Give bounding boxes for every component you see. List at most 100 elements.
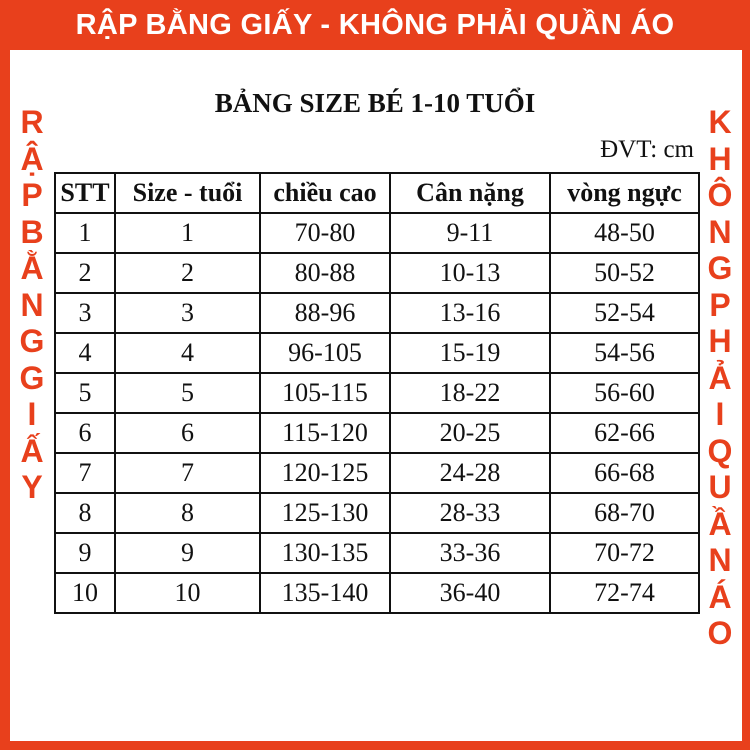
table-cell: 56-60 bbox=[549, 372, 700, 414]
table-cell: 8 bbox=[54, 492, 116, 534]
watermark-letter: Ằ bbox=[20, 250, 44, 286]
table-cell: 96-105 bbox=[259, 332, 391, 374]
watermark-letter: U bbox=[708, 469, 732, 505]
table-row: 10 10 135-140 36-40 72-74 bbox=[54, 572, 700, 614]
banner: RẬP BẰNG GIẤY - KHÔNG PHẢI QUẦN ÁO bbox=[0, 0, 750, 50]
table-cell: 33-36 bbox=[389, 532, 551, 574]
border-right bbox=[742, 0, 750, 750]
watermark-letter: Q bbox=[707, 432, 733, 469]
table-cell: 9-11 bbox=[389, 212, 551, 254]
table-cell: 52-54 bbox=[549, 292, 700, 334]
table-cell: 88-96 bbox=[259, 292, 391, 334]
table-cell: 28-33 bbox=[389, 492, 551, 534]
table-cell: 50-52 bbox=[549, 252, 700, 294]
table-cell: 9 bbox=[54, 532, 116, 574]
watermark-letter: N bbox=[20, 286, 44, 323]
table-cell: 70-72 bbox=[549, 532, 700, 574]
table-cell: 36-40 bbox=[389, 572, 551, 614]
watermark-letter: Á bbox=[708, 578, 732, 615]
table-cell: 5 bbox=[114, 372, 261, 414]
watermark-letter: Y bbox=[21, 469, 43, 505]
watermark-letter: N bbox=[708, 542, 732, 578]
table-cell: 10 bbox=[54, 572, 116, 614]
watermark-letter: O bbox=[707, 615, 733, 651]
column-header: STT bbox=[54, 172, 116, 214]
watermark-letter: Ậ bbox=[20, 140, 44, 177]
table-cell: 66-68 bbox=[549, 452, 700, 494]
watermark-letter: Ả bbox=[708, 359, 732, 396]
table-row: 8 8 125-130 28-33 68-70 bbox=[54, 492, 700, 534]
table-cell: 1 bbox=[114, 212, 261, 254]
watermark-letter: Ầ bbox=[708, 505, 732, 542]
watermark-letter: Ấ bbox=[20, 432, 44, 469]
table-cell: 10 bbox=[114, 572, 261, 614]
table-row: 4 4 96-105 15-19 54-56 bbox=[54, 332, 700, 374]
table-row: 7 7 120-125 24-28 66-68 bbox=[54, 452, 700, 494]
column-header: Size - tuổi bbox=[114, 172, 261, 214]
watermark-letter: Ô bbox=[707, 177, 733, 213]
table-cell: 6 bbox=[114, 412, 261, 454]
table-cell: 105-115 bbox=[259, 372, 391, 414]
table-cell: 1 bbox=[54, 212, 116, 254]
table-cell: 4 bbox=[114, 332, 261, 374]
table-row: 6 6 115-120 20-25 62-66 bbox=[54, 412, 700, 454]
table-cell: 5 bbox=[54, 372, 116, 414]
table-cell: 18-22 bbox=[389, 372, 551, 414]
table-cell: 115-120 bbox=[259, 412, 391, 454]
watermark-letter: N bbox=[708, 213, 732, 250]
table-cell: 3 bbox=[54, 292, 116, 334]
watermark-letter: G bbox=[19, 323, 45, 359]
table-row: 9 9 130-135 33-36 70-72 bbox=[54, 532, 700, 574]
watermark-letter: H bbox=[708, 323, 732, 359]
table-cell: 20-25 bbox=[389, 412, 551, 454]
table-cell: 68-70 bbox=[549, 492, 700, 534]
table-cell: 62-66 bbox=[549, 412, 700, 454]
page-title: BẢNG SIZE BÉ 1-10 TUỔI bbox=[214, 88, 536, 118]
table-cell: 72-74 bbox=[549, 572, 700, 614]
column-header: chiều cao bbox=[259, 172, 391, 214]
table-row: 3 3 88-96 13-16 52-54 bbox=[54, 292, 700, 334]
table-cell: 4 bbox=[54, 332, 116, 374]
table-cell: 7 bbox=[54, 452, 116, 494]
table-cell: 15-19 bbox=[389, 332, 551, 374]
table-cell: 6 bbox=[54, 412, 116, 454]
watermark-letter: I bbox=[27, 396, 37, 432]
table-row: 5 5 105-115 18-22 56-60 bbox=[54, 372, 700, 414]
table-cell: 24-28 bbox=[389, 452, 551, 494]
table-row: 2 2 80-88 10-13 50-52 bbox=[54, 252, 700, 294]
table-cell: 48-50 bbox=[549, 212, 700, 254]
watermark-letter: I bbox=[715, 396, 725, 432]
table-cell: 7 bbox=[114, 452, 261, 494]
border-bottom bbox=[0, 741, 750, 750]
table-cell: 70-80 bbox=[259, 212, 391, 254]
table-row: 1 1 70-80 9-11 48-50 bbox=[54, 212, 700, 254]
watermark-letter: H bbox=[708, 140, 732, 177]
watermark-letter: P bbox=[709, 286, 731, 323]
watermark-letter: R bbox=[20, 104, 44, 140]
size-table: STT Size - tuổi chiều cao Cân nặng vòng ngực… bbox=[54, 172, 700, 614]
table-cell: 2 bbox=[54, 252, 116, 294]
watermark-letter: P bbox=[21, 177, 43, 213]
watermark-letter: G bbox=[19, 359, 45, 396]
table-cell: 10-13 bbox=[389, 252, 551, 294]
table-cell: 9 bbox=[114, 532, 261, 574]
border-left bbox=[0, 0, 10, 750]
column-header: Cân nặng bbox=[389, 172, 551, 214]
table-cell: 80-88 bbox=[259, 252, 391, 294]
watermark-letter: K bbox=[708, 104, 732, 140]
column-header: vòng ngực bbox=[549, 172, 700, 214]
table-cell: 8 bbox=[114, 492, 261, 534]
watermark-letter: B bbox=[20, 213, 44, 250]
banner-text: RẬP BẰNG GIẤY - KHÔNG PHẢI QUẦN ÁO bbox=[75, 8, 675, 41]
table-cell: 2 bbox=[114, 252, 261, 294]
table-header: STT Size - tuổi chiều cao Cân nặng vòng ngực bbox=[54, 172, 700, 214]
table-cell: 13-16 bbox=[389, 292, 551, 334]
unit-label: ĐVT: cm bbox=[600, 136, 694, 163]
watermark-letter: G bbox=[707, 250, 733, 286]
table-cell: 130-135 bbox=[259, 532, 391, 574]
table-cell: 54-56 bbox=[549, 332, 700, 374]
table-cell: 125-130 bbox=[259, 492, 391, 534]
table-cell: 3 bbox=[114, 292, 261, 334]
